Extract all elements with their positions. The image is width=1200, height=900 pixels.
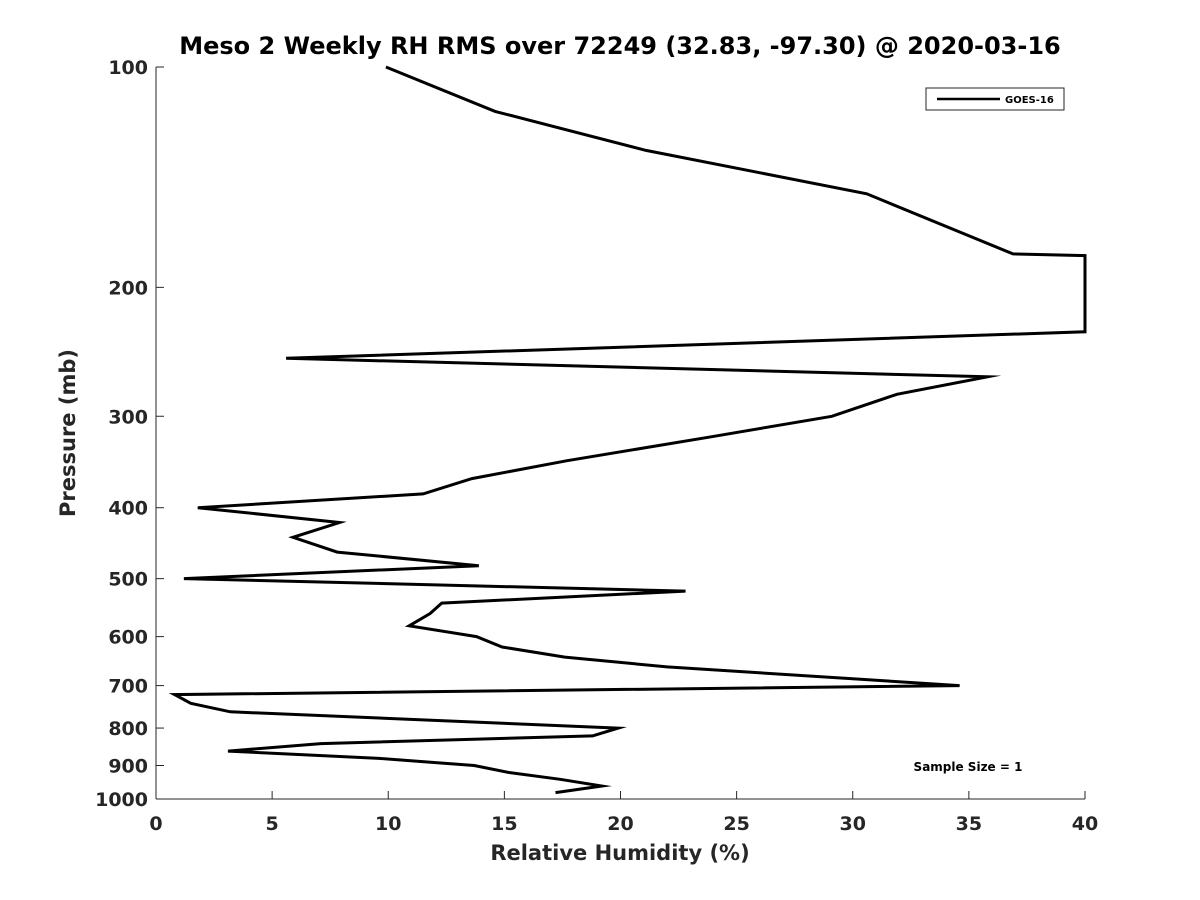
y-tick-label: 800	[108, 718, 148, 740]
x-axis-label: Relative Humidity (%)	[490, 841, 749, 865]
y-axis-label: Pressure (mb)	[56, 349, 80, 517]
x-tick-label: 20	[607, 813, 633, 835]
x-tick-label: 0	[149, 813, 162, 835]
x-tick-label: 10	[375, 813, 401, 835]
y-tick-label: 500	[108, 569, 148, 591]
x-tick-label: 30	[840, 813, 866, 835]
x-ticks: 0 5 10 15 20 25 30 35 40	[149, 791, 1098, 835]
x-tick-label: 15	[491, 813, 517, 835]
y-tick-label: 100	[108, 57, 148, 79]
x-tick-label: 35	[956, 813, 982, 835]
y-tick-label: 600	[108, 627, 148, 649]
y-tick-label: 200	[108, 277, 148, 299]
y-tick-label: 900	[108, 756, 148, 778]
sample-size-annotation: Sample Size = 1	[914, 760, 1023, 774]
x-tick-label: 40	[1072, 813, 1098, 835]
y-tick-label: 1000	[95, 789, 148, 811]
series-layer	[168, 65, 1087, 795]
series-line-goes-16	[168, 65, 1087, 795]
x-tick-label: 25	[723, 813, 749, 835]
legend-label: GOES-16	[1005, 95, 1054, 106]
x-tick-label: 5	[266, 813, 279, 835]
chart-title: Meso 2 Weekly RH RMS over 72249 (32.83, …	[179, 32, 1061, 60]
y-tick-label: 300	[108, 406, 148, 428]
y-tick-label: 400	[108, 498, 148, 520]
y-tick-label: 700	[108, 676, 148, 698]
y-ticks: 100 200 300 400 500 600 700 800 900 1000	[95, 57, 164, 811]
legend: GOES-16	[925, 87, 1065, 111]
